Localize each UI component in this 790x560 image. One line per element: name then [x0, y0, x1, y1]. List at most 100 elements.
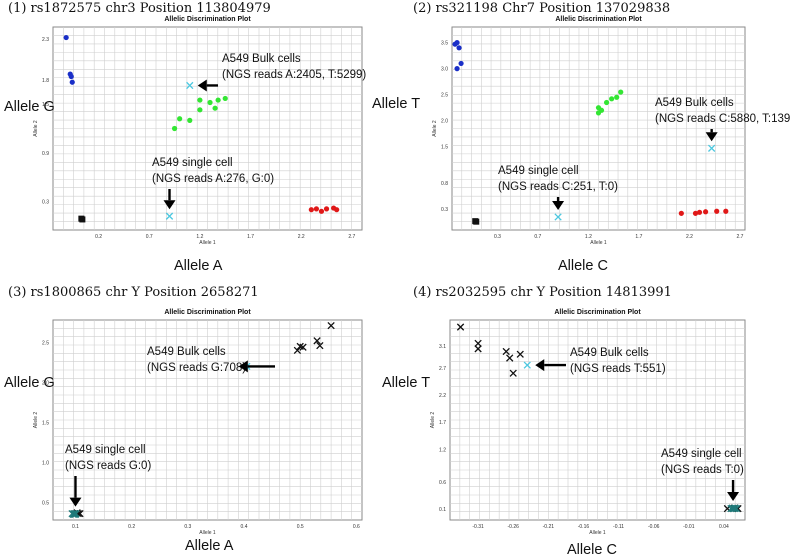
x-tick-label: -0.16 — [578, 524, 590, 530]
arrow-down-icon — [552, 197, 565, 210]
panel-4-heading: (4) rs2032595 chr Y Position 14813991 — [413, 285, 672, 300]
series-2 — [727, 504, 741, 513]
x-tick-label: 1.7 — [635, 234, 642, 240]
x-tick-label: 0.2 — [95, 234, 102, 240]
x-tick-label: 1.2 — [585, 234, 592, 240]
arrow-down-icon — [727, 480, 740, 502]
plot-title: Allelic Discrimination Plot — [164, 16, 251, 23]
annotation-1: A549 Bulk cells (NGS reads T:551) — [535, 347, 666, 375]
data-point — [454, 66, 460, 72]
x-tick-label: 0.7 — [534, 234, 541, 240]
annotation-text: (NGS reads A:2405, T:5299) — [222, 69, 366, 81]
data-point — [207, 99, 213, 106]
y-axis-caption: Allele 2 — [33, 120, 39, 137]
data-point — [473, 218, 480, 225]
x-tick-label: -0.21 — [543, 524, 555, 530]
data-point — [502, 347, 510, 356]
annotation-text: (NGS reads A:276, G:0) — [152, 173, 274, 185]
data-point — [197, 97, 203, 103]
plot-title: Allelic Discrimination Plot — [555, 16, 642, 23]
grid — [452, 27, 745, 230]
annotation-2: A549 single cell (NGS reads C:251, T:0) — [498, 165, 618, 210]
panel-4-x-axis-label: Allele C — [567, 542, 617, 558]
data-point — [474, 345, 482, 353]
x-axis-caption: Allele 1 — [590, 240, 607, 246]
y-tick-label: 1.2 — [439, 447, 446, 453]
y-tick-label: 1.0 — [42, 460, 49, 466]
annotation-2: A549 single cell (NGS reads G:0) — [65, 444, 151, 507]
data-point — [554, 213, 562, 221]
data-point — [474, 339, 482, 348]
data-point — [714, 208, 720, 214]
y-tick-label: 0.3 — [42, 200, 49, 206]
y-tick-label: 3.1 — [439, 344, 446, 350]
data-point — [313, 337, 321, 345]
series-1 — [452, 40, 464, 72]
annotation-1: A549 Bulk cells (NGS reads G:708) — [147, 346, 275, 374]
data-point — [327, 321, 335, 330]
x-tick-label: -0.26 — [508, 524, 520, 530]
panel-3-heading: (3) rs1800865 chr Y Position 2658271 — [8, 285, 259, 300]
annotation-text: A549 Bulk cells — [655, 97, 734, 109]
y-tick-label: 0.8 — [441, 181, 448, 187]
series-5 — [165, 81, 194, 220]
data-point — [299, 343, 307, 351]
data-point — [316, 341, 324, 350]
y-tick-label: 2.0 — [42, 380, 49, 386]
annotation-1: A549 Bulk cells (NGS reads A:2405, T:5299… — [197, 53, 366, 92]
data-point — [603, 99, 610, 106]
panel-1-heading: (1) rs1872575 chr3 Position 113804979 — [8, 1, 271, 16]
annotation-1: A549 Bulk cells (NGS reads C:5880, T:1394… — [655, 97, 790, 142]
x-tick-label: 2.2 — [686, 234, 693, 240]
data-point — [707, 144, 716, 152]
data-point — [187, 117, 193, 123]
x-tick-label: 0.04 — [719, 524, 729, 530]
panel-3-y-axis-label: Allele G — [4, 375, 55, 391]
annotation-2: A549 single cell (NGS reads A:276, G:0) — [152, 157, 274, 210]
data-point — [293, 346, 302, 355]
series-3 — [308, 205, 340, 214]
y-tick-label: 2.7 — [439, 366, 446, 372]
arrow-right-icon — [238, 360, 275, 373]
arrow-down-icon — [163, 189, 176, 210]
data-point — [186, 81, 194, 90]
annotation-text: A549 Bulk cells — [147, 346, 226, 358]
data-point — [732, 504, 741, 513]
panel-4-y-axis-label: Allele T — [382, 375, 431, 391]
data-point — [696, 209, 703, 215]
series-4 — [472, 218, 480, 225]
data-point — [72, 509, 80, 518]
x-tick-label: 0.1 — [72, 524, 79, 530]
data-point — [222, 95, 228, 102]
annotation-text: A549 single cell — [152, 157, 233, 169]
data-point — [614, 94, 620, 100]
data-point — [456, 323, 465, 331]
data-point — [79, 216, 86, 223]
arrow-left-icon — [535, 359, 566, 372]
y-tick-label: 0.3 — [441, 207, 448, 213]
x-tick-label: 0.7 — [146, 234, 153, 240]
panel-2-y-axis-label: Allele T — [372, 96, 421, 112]
x-tick-label: 2.7 — [348, 234, 355, 240]
annotation-text: (NGS reads C:251, T:0) — [498, 181, 618, 193]
data-point — [323, 206, 330, 212]
x-tick-label: 2.2 — [298, 234, 305, 240]
grid — [53, 320, 362, 520]
annotation-2: A549 single cell (NGS reads T:0) — [661, 448, 744, 502]
arrow-down-icon — [705, 129, 718, 142]
plot-title: Allelic Discrimination Plot — [164, 309, 251, 316]
y-tick-label: 3.0 — [441, 67, 448, 73]
series-3 — [678, 208, 729, 216]
x-tick-label: -0.06 — [648, 524, 660, 530]
y-tick-label: 0.9 — [42, 151, 49, 157]
y-axis-caption: Allele 2 — [430, 412, 436, 429]
data-point — [618, 89, 624, 95]
y-tick-label: 0.1 — [439, 507, 446, 513]
x-tick-label: 0.5 — [297, 524, 304, 530]
annotation-text: A549 Bulk cells — [222, 53, 301, 65]
y-tick-label: 3.5 — [441, 41, 448, 47]
x-axis-caption: Allele 1 — [199, 240, 216, 246]
